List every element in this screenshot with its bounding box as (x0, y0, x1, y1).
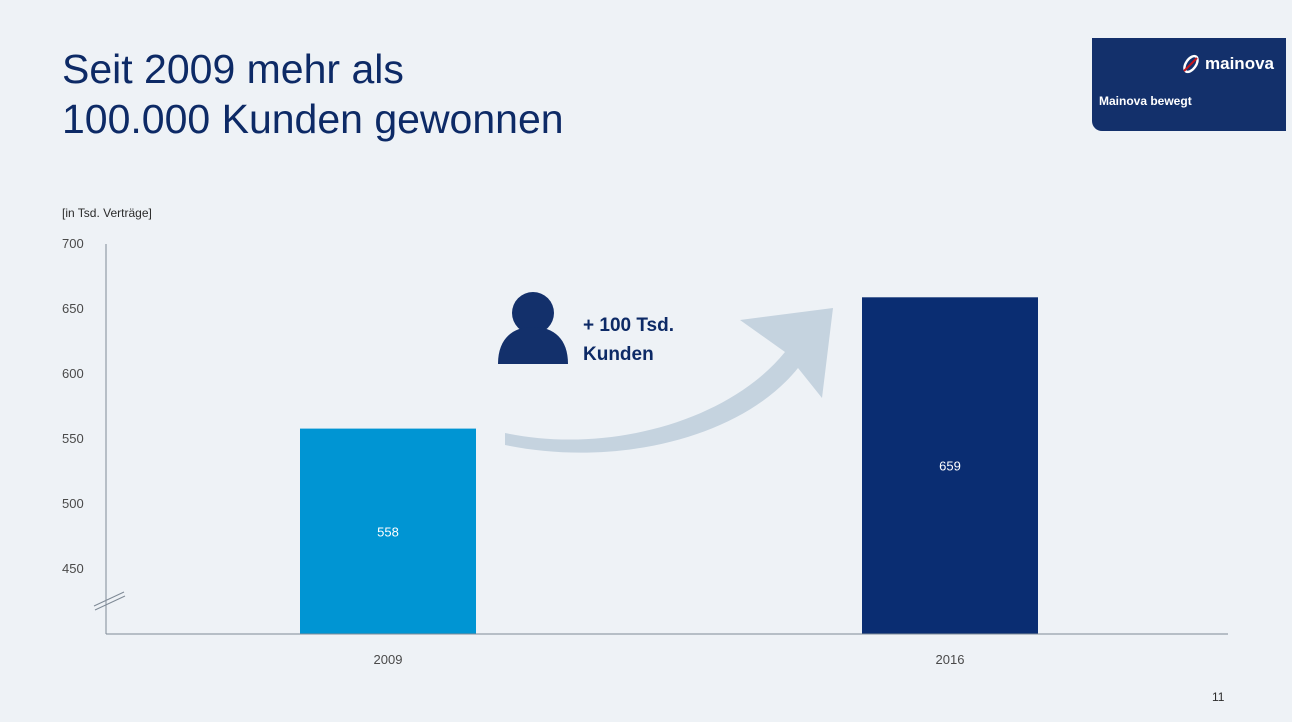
x-category-label: 2016 (936, 652, 965, 667)
y-tick-label: 500 (62, 496, 84, 511)
bar-2016 (862, 297, 1038, 634)
title-line-1: Seit 2009 mehr als (62, 46, 404, 92)
brand-logo: mainova Mainova bewegt (1092, 38, 1286, 131)
axis-break-icon (93, 591, 126, 611)
y-tick-label: 700 (62, 236, 84, 251)
logo-swoosh-icon (1183, 54, 1199, 74)
y-axis-ticks: 450 500 550 600 650 700 (62, 236, 84, 576)
page-title: Seit 2009 mehr als 100.000 Kunden gewonn… (62, 44, 564, 144)
y-axis-unit-label: [in Tsd. Verträge] (62, 206, 152, 220)
x-category-label: 2009 (374, 652, 403, 667)
page-number: 11 (1212, 690, 1225, 704)
bar-value-label: 659 (939, 459, 961, 474)
title-line-2: 100.000 Kunden gewonnen (62, 96, 564, 142)
person-icon (498, 292, 568, 364)
y-tick-label: 550 (62, 431, 84, 446)
bar-2009 (300, 428, 476, 634)
y-tick-label: 650 (62, 301, 84, 316)
bar-value-label: 558 (377, 524, 399, 539)
logo-tagline: Mainova bewegt (1099, 94, 1192, 108)
callout-text-line-2: Kunden (583, 344, 654, 365)
growth-arrow-icon (505, 308, 833, 453)
logo-wordmark-text: mainova (1205, 54, 1274, 73)
x-axis-labels: 2009 2016 (374, 652, 965, 667)
logo-wordmark: mainova (1180, 54, 1274, 74)
callout-text-line-1: + 100 Tsd. (583, 315, 674, 336)
bars: 558 659 (300, 297, 1038, 634)
y-tick-label: 600 (62, 366, 84, 381)
y-tick-label: 450 (62, 561, 84, 576)
